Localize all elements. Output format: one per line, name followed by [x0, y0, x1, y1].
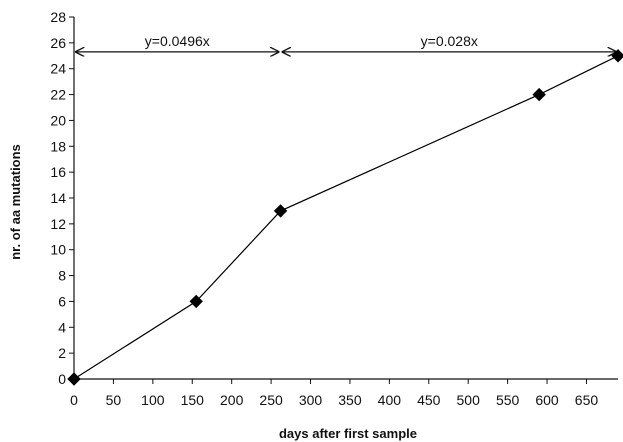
y-tick-label: 22 [50, 87, 66, 103]
data-point [273, 204, 288, 218]
x-tick-label: 650 [575, 392, 599, 408]
data-point [67, 372, 81, 386]
y-axis-title: nr. of aa mutations [8, 144, 23, 260]
y-tick-label: 26 [50, 35, 66, 51]
axes [73, 17, 618, 380]
y-tick-label: 0 [58, 371, 66, 387]
data-point [611, 49, 623, 63]
x-tick-label: 50 [106, 392, 122, 408]
x-tick-label: 550 [496, 392, 520, 408]
y-tick-label: 20 [50, 112, 66, 128]
x-tick-label: 200 [220, 392, 244, 408]
x-tick-label: 400 [378, 392, 402, 408]
annotations: y=0.0496x y=0.028x [76, 33, 616, 52]
y-tick-label: 14 [50, 190, 66, 206]
y-tick-label: 4 [58, 319, 66, 335]
data-point [532, 87, 546, 102]
data-point [189, 294, 203, 309]
series-line [73, 55, 619, 380]
x-tick-label: 350 [338, 392, 362, 408]
y-tick-label: 18 [50, 138, 66, 154]
y-tick-label: 16 [50, 164, 66, 180]
x-axis-title: days after first sample [279, 426, 417, 441]
y-tick-label: 24 [50, 61, 66, 77]
annotation-label: y=0.028x [421, 33, 478, 49]
x-tick-label: 250 [259, 392, 283, 408]
y-tick-label: 28 [50, 9, 66, 25]
annotation-label: y=0.0496x [145, 33, 210, 49]
y-tick-label: 10 [50, 242, 66, 258]
y-tick-label: 8 [58, 268, 66, 284]
x-tick-label: 500 [457, 392, 481, 408]
x-tick-label: 450 [417, 392, 441, 408]
x-tick-label: 300 [299, 392, 323, 408]
y-tick-label: 2 [58, 345, 66, 361]
x-tick-label: 0 [70, 392, 78, 408]
series-layer [67, 49, 623, 386]
x-tick-label: 150 [181, 392, 205, 408]
x-tick-label: 100 [141, 392, 165, 408]
x-tick-label: 600 [535, 392, 559, 408]
y-tick-label: 6 [58, 293, 66, 309]
y-tick-label: 12 [50, 216, 66, 232]
